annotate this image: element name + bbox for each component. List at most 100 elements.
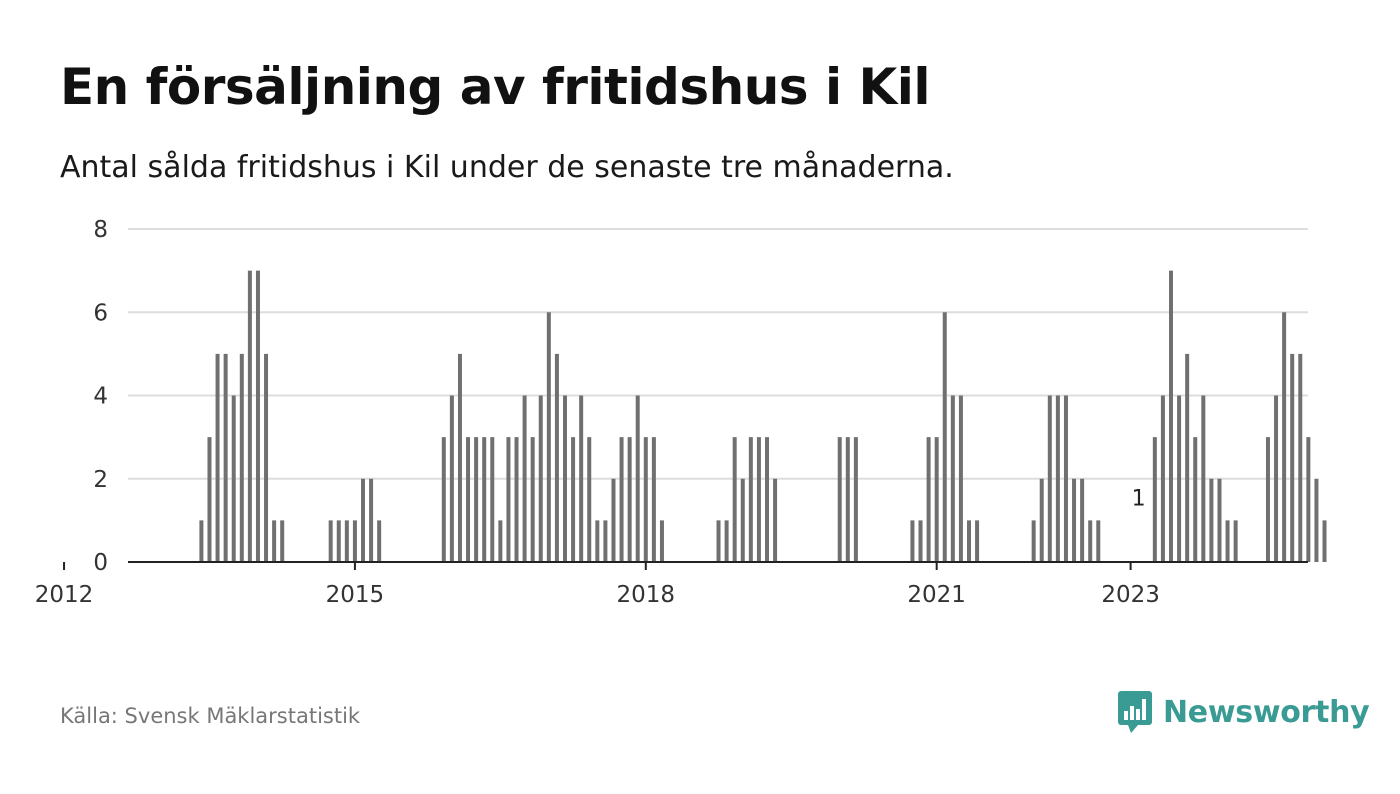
bar xyxy=(934,437,939,563)
bar xyxy=(466,437,471,563)
bar xyxy=(1160,395,1165,562)
brand-name: Newsworthy xyxy=(1163,694,1370,730)
bar xyxy=(199,520,204,563)
bar xyxy=(732,437,737,563)
bar xyxy=(1290,353,1295,563)
bar xyxy=(506,437,511,563)
bar xyxy=(1185,353,1190,563)
bar xyxy=(1096,520,1101,563)
chart-subtitle: Antal sålda fritidshus i Kil under de se… xyxy=(60,150,954,185)
bar xyxy=(1072,478,1077,562)
x-axis-ticks: 2012 2015 2018 2021 2023 xyxy=(35,562,1160,608)
bar xyxy=(328,520,333,563)
y-axis-ticks: 0 2 4 6 8 xyxy=(93,217,108,576)
bar xyxy=(1225,520,1230,563)
bar xyxy=(643,437,648,563)
bar xyxy=(231,395,236,562)
bar xyxy=(1169,270,1173,563)
bar xyxy=(239,353,244,563)
bar xyxy=(563,395,567,562)
y-tick-label: 0 xyxy=(93,550,108,576)
bar xyxy=(514,437,519,563)
bar xyxy=(1282,312,1287,562)
bar xyxy=(1274,395,1279,562)
bar xyxy=(942,312,947,562)
x-tick-label: 2023 xyxy=(1101,582,1160,608)
bar xyxy=(950,395,955,562)
bar xyxy=(223,353,228,563)
bar xyxy=(716,520,721,563)
y-tick-label: 4 xyxy=(93,384,108,410)
bar xyxy=(765,437,769,563)
bar xyxy=(207,437,212,563)
gridlines xyxy=(128,228,1308,480)
bar xyxy=(264,353,269,563)
bar xyxy=(1152,437,1157,563)
bar xyxy=(773,478,778,562)
bar xyxy=(498,520,503,563)
bar xyxy=(377,520,382,563)
bar xyxy=(967,520,971,563)
source-credit: Källa: Svensk Mäklarstatistik xyxy=(60,704,361,728)
bar xyxy=(627,437,632,563)
bar xyxy=(1314,478,1319,562)
bar xyxy=(740,478,745,562)
bar xyxy=(530,437,535,563)
x-tick-label: 2015 xyxy=(326,582,385,608)
bar xyxy=(587,437,592,563)
bar xyxy=(756,437,761,563)
bar xyxy=(449,395,454,562)
bar xyxy=(361,478,365,562)
bar xyxy=(336,520,341,563)
bar xyxy=(603,520,608,563)
bar xyxy=(482,437,487,563)
bar xyxy=(215,353,220,563)
data-labels: 1 xyxy=(1129,484,1148,514)
bar xyxy=(926,437,931,563)
bar xyxy=(344,520,349,563)
bar xyxy=(724,520,729,563)
bar xyxy=(1088,520,1093,563)
bar xyxy=(853,437,858,563)
x-tick-label: 2021 xyxy=(907,582,966,608)
bar xyxy=(845,437,850,563)
bar xyxy=(546,312,551,562)
bar xyxy=(1265,437,1270,563)
bar xyxy=(255,270,260,563)
bar xyxy=(1055,395,1060,562)
x-tick-label: 2018 xyxy=(617,582,676,608)
bar xyxy=(352,520,357,563)
bar xyxy=(1233,520,1238,563)
bar xyxy=(619,437,624,563)
x-tick-label: 2012 xyxy=(35,582,94,608)
chart-title: En försäljning av fritidshus i Kil xyxy=(60,58,931,116)
bar xyxy=(369,478,374,562)
highlight-value-label: 1 xyxy=(1132,486,1146,511)
newsworthy-chat-bars-icon xyxy=(1118,691,1152,733)
bar xyxy=(1039,478,1044,562)
bar xyxy=(595,520,600,563)
bar xyxy=(522,395,527,562)
bar xyxy=(975,520,980,563)
bar xyxy=(1322,520,1327,563)
bar xyxy=(571,437,576,563)
bars xyxy=(199,270,1327,563)
bar xyxy=(474,437,479,563)
bar xyxy=(1177,395,1182,562)
bar xyxy=(910,520,915,563)
newsworthy-logo[interactable]: Newsworthy xyxy=(1117,688,1370,736)
bar xyxy=(457,353,462,563)
bar-chart: 0 2 4 6 8 2012 2015 2018 2021 2023 1 xyxy=(35,217,1327,608)
bar xyxy=(659,520,664,563)
bar xyxy=(1217,478,1222,562)
bar xyxy=(441,437,446,563)
y-tick-label: 8 xyxy=(93,217,108,243)
bar xyxy=(1047,395,1052,562)
bar xyxy=(958,395,963,562)
bar xyxy=(579,395,584,562)
bar xyxy=(1209,478,1214,562)
bar xyxy=(918,520,923,563)
bar xyxy=(1298,353,1303,563)
bar xyxy=(490,437,495,563)
bar xyxy=(635,395,640,562)
